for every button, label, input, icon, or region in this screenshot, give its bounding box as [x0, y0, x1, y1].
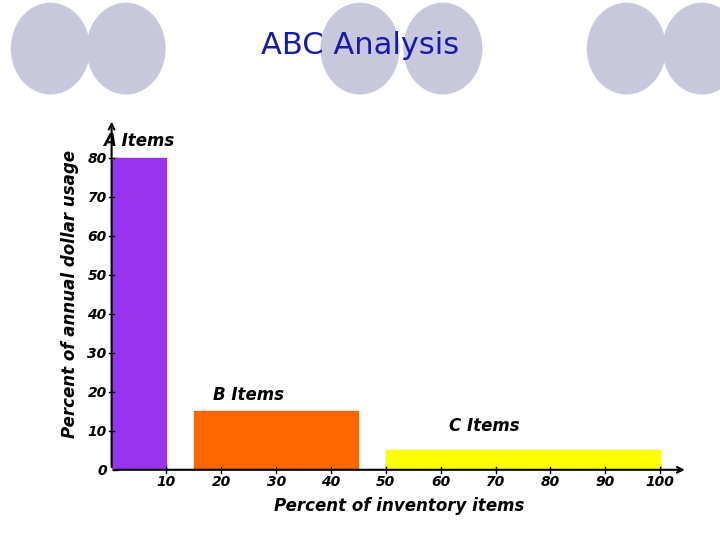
- X-axis label: Percent of inventory items: Percent of inventory items: [274, 497, 525, 515]
- Y-axis label: Percent of annual dollar usage: Percent of annual dollar usage: [61, 150, 79, 438]
- Bar: [112, 158, 166, 470]
- Text: A Items: A Items: [104, 132, 175, 150]
- Bar: [194, 411, 359, 470]
- Text: ABC Analysis: ABC Analysis: [261, 31, 459, 60]
- Text: C Items: C Items: [449, 417, 520, 435]
- Bar: [386, 450, 660, 470]
- Text: B Items: B Items: [213, 386, 284, 403]
